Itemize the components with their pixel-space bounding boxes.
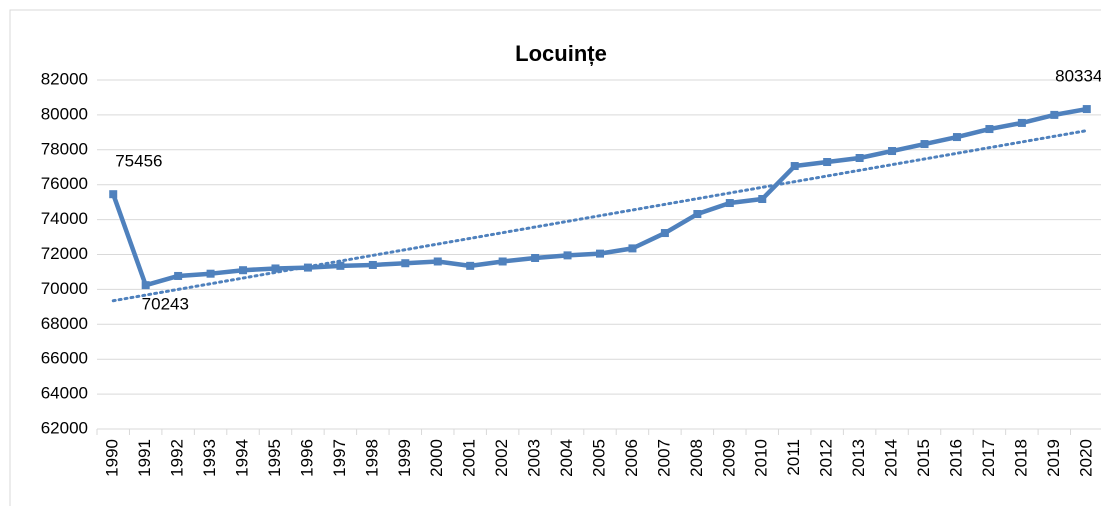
marker [952, 133, 961, 142]
x-tick-label: 2010 [752, 439, 771, 477]
x-tick-label: 2007 [654, 439, 673, 477]
marker [1082, 105, 1091, 114]
x-tick-label: 2001 [460, 439, 479, 477]
marker [790, 162, 799, 171]
x-tick-label: 2009 [719, 439, 738, 477]
data-label: 70243 [142, 295, 189, 314]
x-tick-label: 1999 [395, 439, 414, 477]
marker [855, 154, 864, 163]
marker [239, 266, 248, 275]
marker [336, 261, 345, 270]
marker [109, 190, 118, 199]
chart-title: Locuințe [515, 41, 607, 66]
y-tick-label: 64000 [41, 384, 88, 403]
marker [498, 257, 507, 266]
x-tick-label: 2013 [849, 439, 868, 477]
x-tick-label: 2002 [492, 439, 511, 477]
y-tick-label: 72000 [41, 244, 88, 263]
x-tick-label: 2014 [882, 439, 901, 477]
marker [920, 140, 929, 149]
marker [985, 125, 994, 134]
marker [271, 264, 280, 273]
y-tick-label: 82000 [41, 69, 88, 88]
x-tick-label: 1998 [362, 439, 381, 477]
x-tick-label: 2017 [979, 439, 998, 477]
marker [433, 257, 442, 266]
marker [758, 195, 767, 204]
marker [303, 263, 312, 272]
x-tick-label: 1996 [297, 439, 316, 477]
x-tick-label: 2008 [687, 439, 706, 477]
marker [888, 147, 897, 156]
marker [206, 269, 215, 278]
x-tick-label: 1997 [330, 439, 349, 477]
marker [693, 210, 702, 219]
x-tick-label: 1990 [103, 439, 122, 477]
x-tick-label: 2005 [589, 439, 608, 477]
x-tick-label: 1995 [265, 439, 284, 477]
marker [628, 244, 637, 253]
x-tick-label: 2004 [557, 439, 576, 477]
data-label: 75456 [115, 152, 162, 171]
x-tick-label: 2018 [1011, 439, 1030, 477]
x-tick-label: 2016 [946, 439, 965, 477]
x-tick-label: 1991 [135, 439, 154, 477]
marker [1050, 110, 1059, 119]
y-tick-label: 62000 [41, 418, 88, 437]
x-tick-label: 2003 [525, 439, 544, 477]
marker [823, 158, 832, 167]
marker [725, 199, 734, 208]
x-tick-label: 1993 [200, 439, 219, 477]
x-tick-label: 2019 [1044, 439, 1063, 477]
x-tick-label: 2012 [817, 439, 836, 477]
x-tick-label: 2000 [427, 439, 446, 477]
marker [368, 260, 377, 269]
y-tick-label: 80000 [41, 104, 88, 123]
marker [563, 251, 572, 260]
marker [401, 259, 410, 268]
marker [466, 261, 475, 270]
marker [141, 281, 150, 290]
marker [596, 249, 604, 258]
marker [531, 253, 540, 262]
y-tick-label: 66000 [41, 349, 88, 368]
x-tick-label: 2011 [784, 439, 803, 476]
x-tick-label: 2006 [622, 439, 641, 477]
x-tick-label: 2020 [1076, 439, 1095, 477]
marker [174, 271, 183, 280]
y-tick-label: 68000 [41, 314, 88, 333]
marker [1017, 118, 1026, 127]
x-tick-label: 2015 [914, 439, 933, 477]
marker [660, 229, 669, 238]
y-tick-label: 70000 [41, 279, 88, 298]
y-tick-label: 78000 [41, 139, 88, 158]
x-tick-label: 1992 [168, 439, 187, 477]
y-tick-label: 74000 [41, 209, 88, 228]
y-tick-label: 76000 [41, 174, 88, 193]
data-label: 80334 [1055, 67, 1101, 86]
x-tick-label: 1994 [233, 439, 252, 477]
